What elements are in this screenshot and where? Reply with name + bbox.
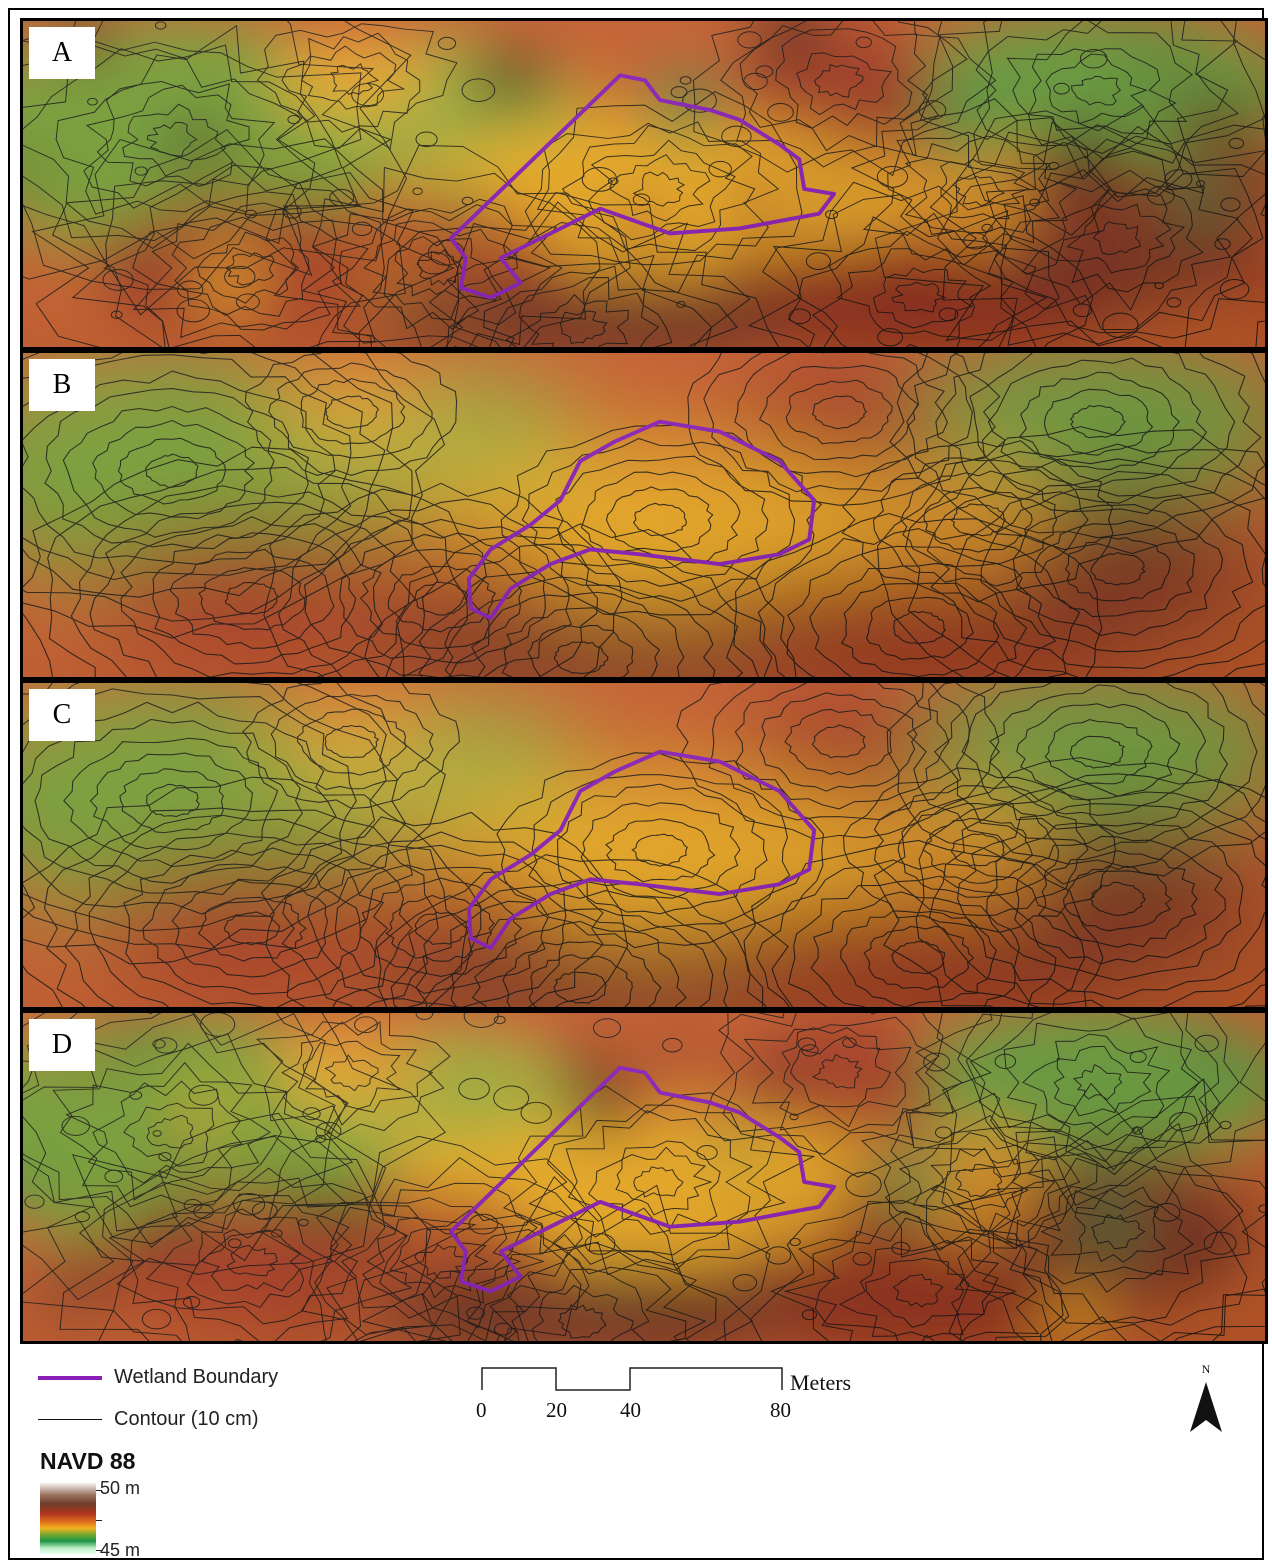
map-panel-c: C [20,680,1268,1010]
elevation-map-b [23,353,1265,677]
wetland-boundary-swatch [38,1375,102,1380]
panel-label: A [29,27,95,79]
panel-label: D [29,1019,95,1071]
elevation-color-ramp [40,1482,96,1554]
scale-tick-20: 20 [546,1398,567,1422]
contour-swatch [38,1419,102,1420]
map-panel-a: A [20,18,1268,350]
ramp-label-max: 50 m [100,1478,141,1498]
map-panel-d: D [20,1010,1268,1344]
legend-wetland-boundary: Wetland Boundary [38,1366,278,1389]
ramp-tick-max [96,1490,102,1491]
scale-units: Meters [790,1370,852,1395]
map-panel-b: B [20,350,1268,680]
legend-wetland-label: Wetland Boundary [114,1366,279,1388]
north-arrow-icon: N [1186,1362,1226,1434]
panel-label: C [29,689,95,741]
legend-contour: Contour (10 cm) [38,1408,259,1431]
ramp-tick-min [96,1550,102,1551]
elevation-map-d [23,1013,1265,1341]
ramp-label-min: 45 m [100,1540,141,1560]
north-label: N [1202,1362,1211,1376]
scale-tick-40: 40 [620,1398,641,1422]
elevation-map-c [23,683,1265,1007]
legend-contour-label: Contour (10 cm) [114,1408,259,1430]
legend-datum-title: NAVD 88 [40,1448,136,1474]
scale-tick-80: 80 [770,1398,791,1422]
ramp-tick-mid [96,1520,102,1521]
panel-label: B [29,359,95,411]
scale-tick-0: 0 [476,1398,487,1422]
elevation-map-a [23,21,1265,347]
scale-bar [481,1367,783,1391]
